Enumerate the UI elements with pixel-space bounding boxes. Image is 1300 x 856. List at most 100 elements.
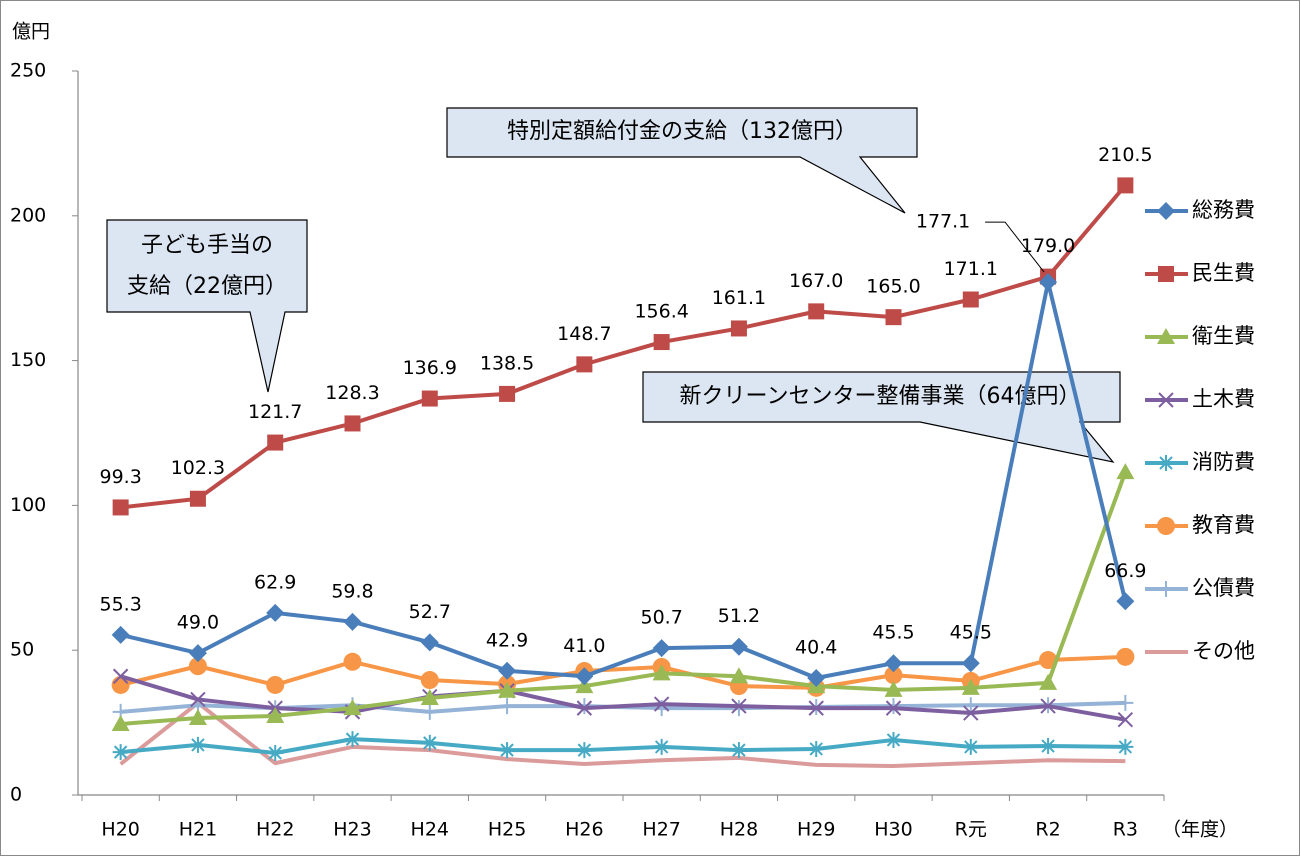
legend-label: 民生費: [1192, 261, 1255, 285]
marker: [1117, 694, 1134, 711]
marker: [112, 668, 129, 684]
marker: [885, 700, 902, 716]
marker: [266, 706, 285, 723]
legend-item: 民生費: [1145, 261, 1255, 285]
legend-item: その他: [1145, 639, 1255, 663]
x-tick-label: H26: [565, 819, 603, 841]
marker: [730, 320, 747, 337]
value-label: 161.1: [712, 287, 766, 309]
marker: [266, 675, 285, 694]
legend-label: 衛生費: [1192, 324, 1255, 348]
marker: [112, 744, 129, 761]
marker: [729, 667, 748, 684]
legend-item: 教育費: [1145, 513, 1255, 537]
x-tick-label: H25: [488, 819, 526, 841]
value-label: 177.1: [916, 211, 970, 233]
marker: [421, 703, 438, 720]
value-label: 121.7: [248, 401, 302, 423]
marker: [1117, 738, 1134, 755]
marker: [653, 334, 670, 351]
marker: [576, 742, 593, 759]
y-unit: 億円: [12, 21, 50, 43]
marker: [884, 654, 903, 673]
value-label: 62.9: [254, 571, 296, 593]
marker: [1117, 711, 1134, 728]
series-line: [120, 654, 1126, 690]
marker: [885, 731, 902, 748]
value-label: 42.9: [486, 629, 528, 651]
marker: [1117, 177, 1134, 194]
marker: [731, 698, 747, 714]
marker: [1116, 592, 1135, 611]
value-label: 45.5: [872, 622, 914, 644]
legend-item: 土木費: [1145, 387, 1255, 411]
marker: [807, 669, 826, 688]
marker: [962, 738, 979, 755]
x-tick-label: H24: [411, 819, 449, 841]
callout: 特別定額給付金の支給（132億円）: [446, 107, 918, 214]
marker: [344, 415, 361, 432]
marker: [1116, 463, 1135, 480]
marker: [343, 652, 362, 671]
legend-item: 総務費: [1145, 198, 1255, 222]
series-line: [120, 184, 1127, 510]
x-tick-label: H28: [720, 819, 758, 841]
marker: [961, 678, 980, 695]
y-tick-label: 200: [10, 204, 46, 226]
series-line: [120, 471, 1128, 727]
x-tick-label: H30: [874, 819, 912, 841]
marker: [420, 688, 439, 705]
y-tick-label: 100: [10, 494, 46, 516]
y-tick-label: 150: [10, 349, 46, 371]
y-tick-label: 50: [10, 639, 34, 661]
marker: [188, 708, 207, 725]
marker: [499, 385, 516, 402]
value-label: 179.0: [1021, 235, 1075, 257]
marker: [962, 697, 979, 714]
y-tick-label: 0: [10, 784, 22, 806]
legend-label: その他: [1192, 639, 1255, 663]
marker: [1039, 651, 1058, 670]
marker: [266, 603, 285, 622]
marker: [420, 671, 439, 690]
marker: [498, 681, 517, 698]
leader-line: [985, 221, 1045, 273]
marker: [1158, 392, 1174, 408]
marker: [111, 715, 130, 732]
callout-text: 子ども手当の: [141, 233, 273, 258]
callout-text: 特別定額給付金の支給（132億円）: [507, 119, 857, 144]
value-label: 45.5: [950, 622, 992, 644]
marker: [1157, 202, 1175, 220]
marker: [1040, 738, 1057, 755]
marker: [1157, 517, 1175, 535]
callout: 新クリーンセンター整備事業（64億円）: [642, 371, 1121, 463]
value-label: 165.0: [866, 276, 920, 298]
x-tick-label: H27: [642, 819, 680, 841]
marker: [1039, 273, 1058, 292]
callout-text: 新クリーンセンター整備事業（64億円）: [680, 384, 1081, 409]
series: [119, 700, 1126, 769]
marker: [1158, 266, 1174, 282]
marker: [420, 633, 439, 652]
x-tick-label: H22: [256, 819, 294, 841]
value-label: 156.4: [634, 301, 688, 323]
value-label: 41.0: [563, 635, 605, 657]
legend-label: 土木費: [1192, 387, 1255, 411]
marker: [188, 644, 207, 663]
marker: [112, 499, 129, 516]
marker: [730, 742, 747, 759]
marker: [1116, 647, 1135, 666]
marker: [343, 612, 362, 631]
marker: [111, 625, 130, 644]
series: [111, 463, 1135, 732]
series: [112, 668, 1134, 728]
marker: [808, 303, 825, 320]
value-label: 136.9: [403, 357, 457, 379]
marker: [343, 699, 362, 716]
marker: [652, 664, 671, 681]
marker: [653, 696, 670, 712]
marker: [1157, 328, 1175, 344]
value-label: 102.3: [171, 457, 225, 479]
marker: [885, 309, 902, 326]
